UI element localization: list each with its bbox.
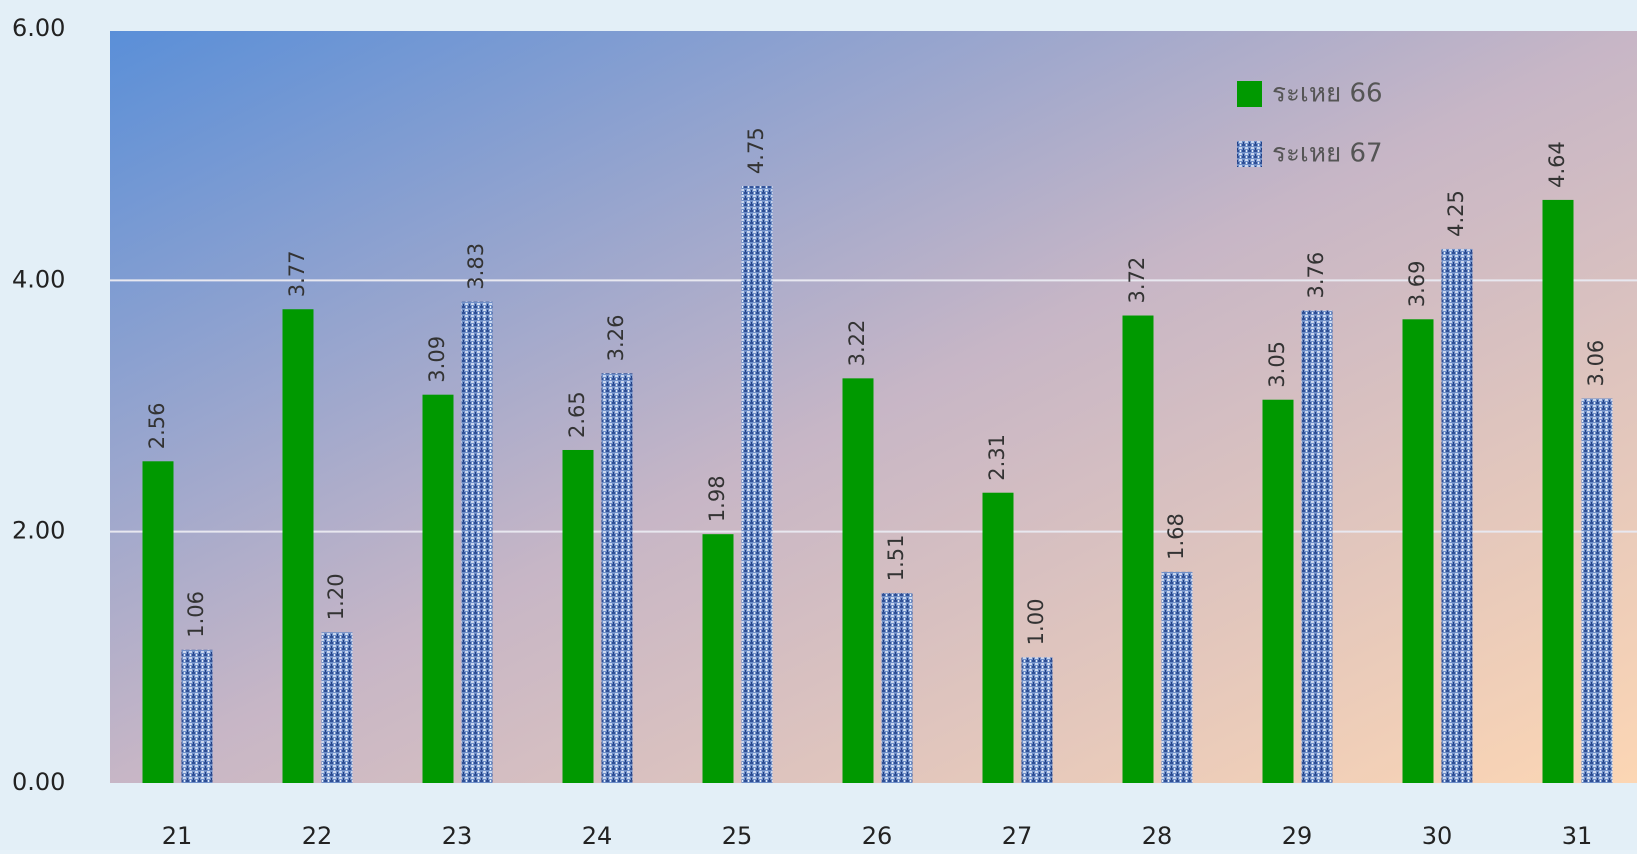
data-label: 4.64 bbox=[1545, 141, 1569, 188]
data-label: 4.75 bbox=[744, 127, 768, 174]
bar bbox=[982, 492, 1014, 783]
bar bbox=[741, 186, 773, 784]
legend-label: ระเหย 67 bbox=[1272, 139, 1383, 169]
y-tick-label: 2.00 bbox=[12, 517, 65, 545]
data-label: 3.72 bbox=[1125, 257, 1149, 304]
data-label: 2.31 bbox=[985, 434, 1009, 481]
legend-swatch bbox=[1237, 141, 1262, 167]
x-tick-label: 26 bbox=[862, 822, 893, 850]
x-tick-label: 25 bbox=[722, 822, 753, 850]
legend-label: ระเหย 66 bbox=[1272, 79, 1383, 109]
bar bbox=[1161, 571, 1193, 783]
data-label: 1.68 bbox=[1164, 513, 1188, 560]
x-tick-label: 30 bbox=[1422, 822, 1453, 850]
x-tick-label: 31 bbox=[1562, 822, 1593, 850]
data-label: 2.56 bbox=[145, 403, 169, 450]
bar bbox=[1262, 399, 1294, 783]
data-label: 1.06 bbox=[184, 591, 208, 638]
bar bbox=[1441, 248, 1473, 783]
data-label: 3.05 bbox=[1265, 341, 1289, 388]
bar bbox=[1122, 315, 1154, 783]
x-tick-label: 23 bbox=[442, 822, 473, 850]
bar bbox=[702, 534, 734, 783]
bar bbox=[1581, 398, 1613, 783]
data-label: 3.09 bbox=[425, 336, 449, 383]
data-label: 1.00 bbox=[1024, 599, 1048, 646]
data-label: 1.51 bbox=[884, 534, 908, 581]
bar bbox=[461, 301, 493, 783]
data-label: 3.26 bbox=[604, 315, 628, 362]
x-tick-label: 24 bbox=[582, 822, 613, 850]
data-label: 3.77 bbox=[285, 250, 309, 297]
bar bbox=[1542, 199, 1574, 783]
x-tick-label: 27 bbox=[1002, 822, 1033, 850]
data-label: 3.69 bbox=[1405, 261, 1429, 308]
bar bbox=[1402, 319, 1434, 783]
y-tick-label: 0.00 bbox=[12, 768, 65, 796]
y-tick-label: 6.00 bbox=[12, 14, 65, 42]
y-tick-label: 4.00 bbox=[12, 265, 65, 293]
data-label: 3.76 bbox=[1304, 252, 1328, 299]
data-label: 3.83 bbox=[464, 243, 488, 290]
data-label: 3.22 bbox=[845, 320, 869, 367]
data-label: 3.06 bbox=[1584, 340, 1608, 387]
x-tick-label: 29 bbox=[1282, 822, 1313, 850]
bar bbox=[881, 593, 913, 783]
data-label: 4.25 bbox=[1444, 190, 1468, 237]
x-tick-label: 22 bbox=[302, 822, 333, 850]
bar bbox=[842, 378, 874, 783]
bar bbox=[1301, 310, 1333, 783]
data-label: 1.98 bbox=[705, 475, 729, 522]
bar bbox=[282, 309, 314, 783]
data-label: 1.20 bbox=[324, 573, 348, 620]
bar bbox=[422, 394, 454, 783]
bar bbox=[142, 461, 174, 783]
data-label: 2.65 bbox=[565, 391, 589, 438]
x-tick-label: 28 bbox=[1142, 822, 1173, 850]
bar bbox=[562, 449, 594, 783]
x-tick-label: 21 bbox=[162, 822, 193, 850]
bar bbox=[181, 649, 213, 783]
bar bbox=[1021, 657, 1053, 783]
legend-swatch bbox=[1237, 81, 1262, 107]
bar bbox=[601, 373, 633, 783]
bar bbox=[321, 632, 353, 783]
